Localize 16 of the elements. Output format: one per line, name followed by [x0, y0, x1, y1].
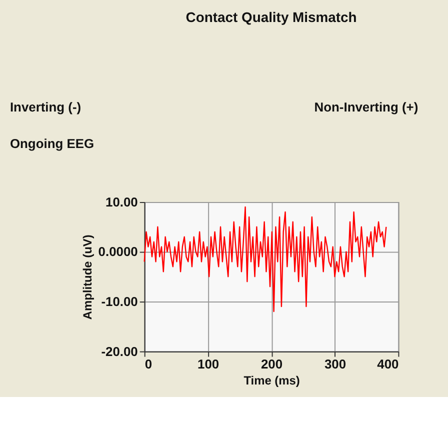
- chart-subtitle: Ongoing EEG: [10, 136, 94, 152]
- line-series: [144, 206, 387, 312]
- y-tick-label: -20.00: [101, 344, 138, 359]
- x-tick-label: 100: [198, 356, 220, 372]
- x-tick-label: 0: [144, 356, 152, 372]
- x-tick-label: 300: [324, 356, 346, 372]
- text: Inverting (-): [10, 99, 82, 114]
- x-tick-label: 200: [260, 356, 283, 372]
- y-tick-label: 0.0000: [98, 244, 138, 260]
- x-tick-label: 400: [377, 356, 399, 372]
- y-tick-label: -10.00: [101, 294, 138, 310]
- text: Non-Inverting (+): [314, 99, 418, 114]
- y-axis-title: Amplitude (uV): [80, 234, 94, 320]
- x-axis-title: Time (ms): [244, 374, 300, 388]
- chart-title: Contact Quality Mismatch: [186, 8, 357, 25]
- y-tick-label: 10.00: [105, 194, 138, 210]
